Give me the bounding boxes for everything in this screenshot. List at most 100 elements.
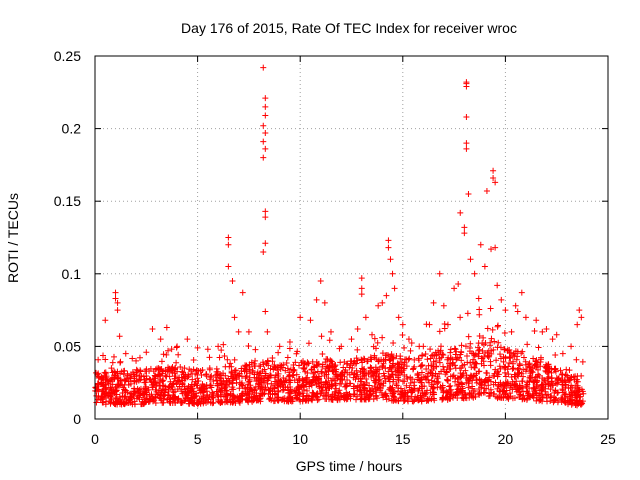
band-point bbox=[131, 385, 138, 392]
band-point bbox=[228, 363, 235, 370]
band-point bbox=[495, 339, 502, 346]
band-point bbox=[403, 382, 410, 389]
band-point bbox=[401, 359, 408, 366]
band-point bbox=[447, 382, 454, 389]
band-point bbox=[251, 371, 258, 378]
data-point bbox=[440, 302, 447, 309]
band-point bbox=[558, 371, 565, 378]
band-point bbox=[159, 368, 166, 375]
data-point bbox=[391, 285, 398, 292]
data-point bbox=[122, 350, 129, 357]
band-point bbox=[175, 395, 182, 402]
band-point bbox=[390, 339, 397, 346]
band-point bbox=[487, 378, 494, 385]
data-point bbox=[508, 328, 515, 335]
band-point bbox=[433, 363, 440, 370]
data-point bbox=[461, 224, 468, 231]
band-point bbox=[543, 392, 550, 399]
data-point bbox=[430, 299, 437, 306]
band-point bbox=[318, 384, 325, 391]
band-point bbox=[457, 379, 464, 386]
band-point bbox=[387, 357, 394, 364]
band-point bbox=[328, 358, 335, 365]
band-point bbox=[254, 395, 261, 402]
band-point bbox=[410, 398, 417, 405]
band-point bbox=[426, 379, 433, 386]
band-point bbox=[257, 372, 264, 379]
band-point bbox=[279, 381, 286, 388]
band-point bbox=[184, 385, 191, 392]
band-point bbox=[222, 372, 229, 379]
band-point bbox=[212, 372, 219, 379]
band-point bbox=[497, 381, 504, 388]
band-point bbox=[445, 354, 452, 361]
band-point bbox=[221, 352, 228, 359]
band-point bbox=[318, 370, 325, 377]
band-point bbox=[347, 380, 354, 387]
band-point bbox=[497, 394, 504, 401]
band-point bbox=[488, 335, 495, 342]
band-point bbox=[135, 387, 142, 394]
band-point bbox=[409, 376, 416, 383]
data-point bbox=[262, 145, 269, 152]
band-point bbox=[168, 346, 175, 353]
band-point bbox=[388, 397, 395, 404]
band-point bbox=[142, 386, 149, 393]
band-point bbox=[217, 399, 224, 406]
band-point bbox=[108, 396, 115, 403]
band-point bbox=[389, 372, 396, 379]
band-point bbox=[314, 368, 321, 375]
band-point bbox=[198, 384, 205, 391]
band-point bbox=[394, 367, 401, 374]
data-point bbox=[369, 331, 376, 338]
band-point bbox=[214, 388, 221, 395]
band-point bbox=[169, 364, 176, 371]
band-point bbox=[511, 395, 518, 402]
plot-frame bbox=[94, 55, 609, 420]
band-point bbox=[236, 399, 243, 406]
band-point bbox=[332, 369, 339, 376]
band-point bbox=[478, 377, 485, 384]
dense-data-band bbox=[92, 305, 587, 409]
band-point bbox=[534, 366, 541, 373]
band-point bbox=[173, 359, 180, 366]
data-point bbox=[539, 328, 546, 335]
band-point bbox=[162, 372, 169, 379]
band-point bbox=[163, 351, 170, 358]
band-point bbox=[172, 373, 179, 380]
band-point bbox=[169, 394, 176, 401]
band-point bbox=[423, 366, 430, 373]
band-point bbox=[310, 377, 317, 384]
band-point bbox=[431, 378, 438, 385]
band-point bbox=[308, 396, 315, 403]
band-point bbox=[408, 386, 415, 393]
band-point bbox=[344, 376, 351, 383]
band-point bbox=[517, 392, 524, 398]
band-point bbox=[484, 325, 491, 332]
data-point bbox=[498, 296, 505, 303]
band-point bbox=[154, 391, 161, 398]
band-point bbox=[399, 331, 406, 338]
band-point bbox=[537, 363, 544, 370]
band-point bbox=[564, 401, 571, 408]
band-point bbox=[300, 365, 307, 372]
band-point bbox=[395, 398, 402, 405]
band-point bbox=[548, 378, 555, 385]
band-point bbox=[418, 369, 425, 376]
band-point bbox=[532, 361, 539, 368]
data-point bbox=[231, 314, 238, 321]
band-point bbox=[456, 365, 463, 372]
band-point bbox=[381, 373, 388, 380]
band-point bbox=[519, 396, 526, 403]
data-point bbox=[444, 321, 451, 328]
band-point bbox=[552, 396, 559, 403]
band-point bbox=[223, 398, 230, 405]
band-point bbox=[198, 372, 205, 379]
band-point bbox=[428, 396, 435, 403]
band-point bbox=[533, 357, 540, 364]
data-point bbox=[260, 64, 267, 71]
band-point bbox=[390, 378, 397, 385]
band-point bbox=[372, 345, 379, 352]
band-point bbox=[551, 365, 558, 372]
band-point bbox=[251, 363, 258, 370]
